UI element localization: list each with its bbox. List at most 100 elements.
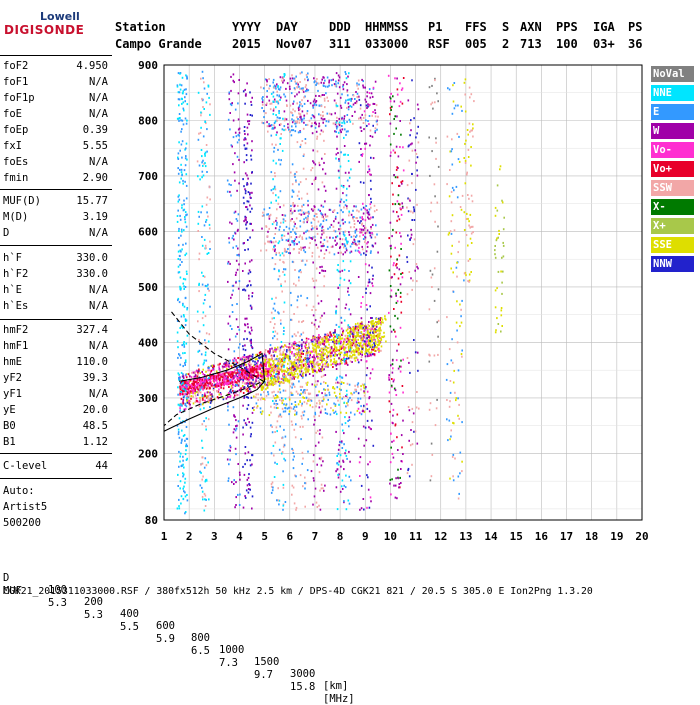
data-point <box>342 128 344 130</box>
data-point <box>375 130 377 132</box>
data-point <box>235 272 237 274</box>
data-point <box>239 280 241 282</box>
data-point <box>235 372 237 374</box>
data-point <box>359 217 361 219</box>
data-point <box>311 255 313 257</box>
data-point <box>278 359 280 361</box>
data-point <box>301 370 303 372</box>
data-point <box>357 410 359 412</box>
data-point <box>200 382 202 384</box>
data-point <box>295 401 297 403</box>
data-point <box>235 425 237 427</box>
data-point <box>237 326 239 328</box>
data-point <box>284 302 286 304</box>
data-point <box>271 103 273 105</box>
data-point <box>298 380 300 382</box>
data-point <box>275 88 277 90</box>
data-point <box>294 173 296 175</box>
data-point <box>300 249 302 251</box>
data-point <box>178 258 180 260</box>
data-point <box>316 328 318 330</box>
data-point <box>290 105 292 107</box>
data-point <box>306 366 308 368</box>
data-point <box>352 344 354 346</box>
data-point <box>347 335 349 337</box>
data-point <box>299 119 301 121</box>
data-point <box>285 215 287 217</box>
data-point <box>208 341 210 343</box>
data-point <box>330 339 332 341</box>
data-point <box>284 248 286 250</box>
data-point <box>363 87 365 89</box>
data-point <box>296 359 298 361</box>
data-point <box>270 214 272 216</box>
data-point <box>327 100 329 102</box>
data-point <box>317 430 319 432</box>
data-point <box>301 405 303 407</box>
data-point <box>186 93 188 95</box>
data-point <box>266 90 268 92</box>
data-point <box>221 374 223 376</box>
data-point <box>373 337 375 339</box>
data-point <box>279 388 281 390</box>
data-point <box>280 76 282 78</box>
data-point <box>299 371 301 373</box>
data-point <box>177 357 179 359</box>
data-point <box>246 184 248 186</box>
data-point <box>357 88 359 90</box>
data-point <box>356 341 358 343</box>
data-point <box>227 191 229 193</box>
data-point <box>307 200 309 202</box>
data-point <box>322 406 324 408</box>
data-point <box>380 350 382 352</box>
data-point <box>257 372 259 374</box>
data-point <box>234 357 236 359</box>
data-point <box>289 382 291 384</box>
data-point <box>243 202 245 204</box>
data-point <box>286 351 288 353</box>
data-point <box>183 101 185 103</box>
data-point <box>243 387 245 389</box>
data-point <box>344 347 346 349</box>
data-point <box>205 429 207 431</box>
data-point <box>233 120 235 122</box>
data-point <box>209 103 211 105</box>
data-point <box>321 464 323 466</box>
data-point <box>334 329 336 331</box>
data-point <box>235 274 237 276</box>
data-point <box>181 128 183 130</box>
data-point <box>247 248 249 250</box>
data-point <box>296 344 298 346</box>
data-point <box>197 160 199 162</box>
data-point <box>248 473 250 475</box>
data-point <box>228 348 230 350</box>
data-point <box>313 337 315 339</box>
data-point <box>268 373 270 375</box>
data-point <box>247 382 249 384</box>
data-point <box>229 362 231 364</box>
data-point <box>346 390 348 392</box>
data-point <box>351 214 353 216</box>
data-point <box>336 397 338 399</box>
data-point <box>186 459 188 461</box>
data-point <box>347 337 349 339</box>
data-point <box>180 235 182 237</box>
data-point <box>325 360 327 362</box>
data-point <box>303 414 305 416</box>
data-point <box>287 82 289 84</box>
data-point <box>282 128 284 130</box>
data-point <box>206 285 208 287</box>
data-point <box>349 384 351 386</box>
data-point <box>299 354 301 356</box>
data-point <box>336 117 338 119</box>
data-point <box>286 403 288 405</box>
data-point <box>250 211 252 213</box>
data-point <box>347 420 349 422</box>
data-point <box>235 211 237 213</box>
data-point <box>206 93 208 95</box>
data-point <box>379 330 381 332</box>
data-point <box>204 299 206 301</box>
data-point <box>202 77 204 79</box>
data-point <box>323 206 325 208</box>
data-point <box>229 360 231 362</box>
